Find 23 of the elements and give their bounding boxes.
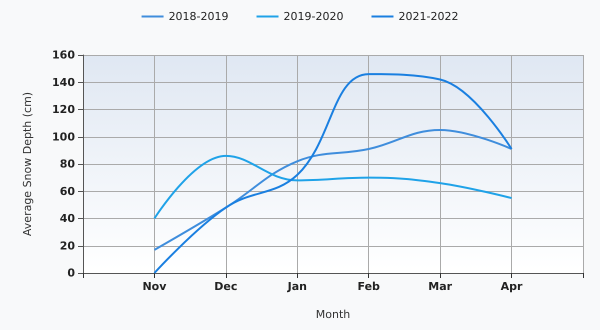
y-tick-label: 60 [60,184,76,198]
x-tick-label: Jan [286,280,307,293]
line-series [153,73,513,274]
y-tick-label: 40 [60,212,76,225]
legend-label: 2019-2020 [284,10,344,23]
y-tick-label: 80 [60,158,76,170]
y-tick-label: 0 [67,266,76,280]
x-tick-label: Apr [500,280,524,293]
y-tick-label: 140 [52,76,76,89]
legend-label: 2018-2019 [168,10,229,23]
y-tick-label: 160 [52,48,76,62]
x-tick-label: Mar [428,280,453,293]
y-tick-label: 100 [52,130,76,144]
x-tick-label: Nov [142,280,168,293]
y-tick-label: 20 [60,239,76,252]
line-series [153,128,513,251]
line-series [153,154,513,220]
x-axis-title: Month [316,308,350,321]
x-tick-label: Dec [214,280,238,293]
y-tick-label: 120 [52,103,76,116]
y-axis-title: Average Snow Depth (cm) [21,92,34,236]
legend-label: 2021-2022 [398,10,458,23]
x-tick-label: Feb [358,280,380,293]
